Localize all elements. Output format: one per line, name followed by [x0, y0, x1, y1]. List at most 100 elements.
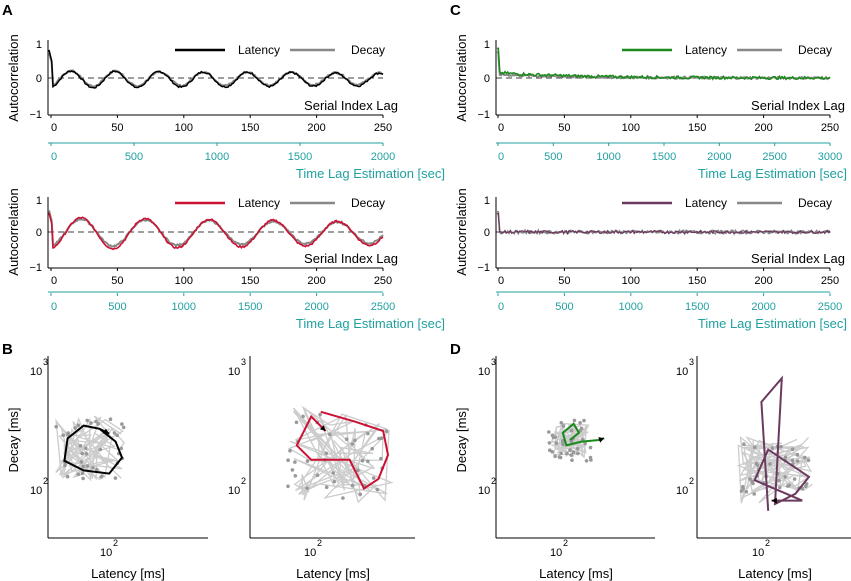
svg-text:2: 2	[765, 538, 770, 548]
a-top-secondary-ticks: 0 500 1000 1500 2000	[50, 143, 395, 163]
svg-text:2: 2	[241, 476, 246, 486]
scatter-point	[360, 458, 365, 463]
a-bottom-legend: Latency Decay	[175, 196, 385, 210]
b-right-ytick-top: 103	[228, 357, 246, 378]
c-bottom-ytick-neg1: −1	[477, 262, 490, 274]
scatter-point	[344, 437, 349, 442]
c-bottom-secondary-xlabel: Time Lag Estimation [sec]	[698, 316, 847, 331]
secondary-tick-label-4: 2000	[304, 301, 328, 313]
d-left-ytick-top: 103	[478, 357, 496, 378]
svg-text:10: 10	[228, 485, 240, 497]
scatter-point	[54, 424, 58, 429]
secondary-tick-label-0: 0	[51, 301, 57, 313]
scatter-point	[795, 452, 800, 457]
background-trajectory	[55, 418, 108, 477]
scatter-point	[100, 474, 104, 479]
d-left-xlabel: Latency [ms]	[539, 566, 613, 581]
a-bottom-ytick-neg1: −1	[29, 262, 42, 274]
scatter-point	[588, 445, 593, 450]
a-top-secondary-xlabel: Time Lag Estimation [sec]	[296, 166, 445, 181]
c-top-legend-decay-label: Decay	[798, 43, 832, 57]
scatter-point	[366, 431, 370, 436]
svg-text:10: 10	[752, 547, 764, 559]
c-top-ytick-neg1: −1	[477, 109, 490, 121]
scatter-point	[571, 450, 576, 455]
scatter-point	[353, 438, 357, 443]
scatter-point	[795, 459, 800, 463]
b-right-xlabel: Latency [ms]	[296, 566, 370, 581]
tick-label-4: 200	[754, 275, 772, 287]
tick-label-1: 50	[558, 275, 570, 287]
a-top-ytick-1: 1	[36, 39, 42, 51]
svg-text:2: 2	[563, 538, 568, 548]
secondary-tick-label-2: 1000	[205, 151, 229, 163]
chart-d-left: Decay [ms] 103 102 102 Latency [ms]	[454, 356, 655, 581]
scatter-point	[575, 446, 580, 451]
tick-label-2: 100	[175, 275, 193, 287]
b-left-ylabel: Decay [ms]	[6, 407, 21, 472]
mean-trajectory	[63, 424, 124, 475]
svg-text:10: 10	[228, 366, 240, 378]
scatter-point	[783, 475, 787, 479]
d-right-xlabel: Latency [ms]	[738, 566, 812, 581]
secondary-tick-label-1: 500	[108, 301, 126, 313]
a-bottom-xlabel: Serial Index Lag	[304, 251, 398, 266]
svg-text:10: 10	[550, 547, 562, 559]
c-top-legend: Latency Decay	[622, 43, 832, 57]
b-right-xtick: 102	[304, 538, 322, 559]
scatter-point	[561, 424, 566, 428]
scatter-point	[91, 466, 95, 470]
chart-b-left: Decay [ms] 103 102 102 Latency [ms]	[6, 356, 208, 581]
tick-label-5: 250	[821, 275, 839, 287]
scatter-point	[741, 484, 745, 489]
scatter-point	[783, 455, 788, 460]
scatter-point	[778, 485, 782, 490]
a-bottom-ylabel: Autocorrelation	[6, 188, 21, 275]
scatter-point	[66, 431, 70, 435]
tick-label-0: 0	[51, 122, 57, 134]
scatter-point	[779, 444, 783, 449]
tick-label-5: 250	[374, 275, 392, 287]
scatter-point	[332, 479, 337, 484]
background-trajectory	[58, 428, 110, 479]
secondary-tick-label-3: 1500	[238, 301, 262, 313]
scatter-point	[379, 456, 383, 461]
a-bottom-ytick-1: 1	[36, 195, 42, 207]
scatter-point	[787, 483, 791, 488]
b-left-plot	[54, 415, 126, 482]
scatter-point	[790, 447, 795, 452]
b-left-xtick: 102	[100, 538, 118, 559]
scatter-point	[84, 446, 88, 451]
tick-label-5: 250	[374, 122, 392, 134]
scatter-point	[120, 422, 124, 426]
scatter-point	[755, 463, 760, 468]
scatter-point	[115, 433, 119, 438]
scatter-point	[739, 489, 744, 493]
chart-b-right: 103 102 102 Latency [ms]	[228, 356, 415, 581]
d-right-ytick-top: 103	[676, 357, 694, 378]
scatter-point	[108, 417, 113, 422]
panel-letter-c: C	[450, 2, 461, 19]
scatter-point	[305, 486, 309, 491]
scatter-point	[580, 437, 585, 442]
svg-text:2: 2	[317, 538, 322, 548]
d-right-xtick: 102	[752, 538, 770, 559]
a-bottom-xticks: 0 50 100 150 200 250	[50, 268, 392, 287]
scatter-point	[293, 460, 297, 464]
svg-text:10: 10	[100, 547, 112, 559]
secondary-tick-label-3: 1500	[685, 301, 709, 313]
svg-text:10: 10	[676, 366, 688, 378]
svg-text:3: 3	[43, 357, 48, 367]
scatter-point	[80, 471, 85, 476]
tick-label-3: 150	[688, 122, 706, 134]
scatter-point	[559, 421, 564, 425]
secondary-tick-label-3: 1500	[288, 151, 312, 163]
scatter-point	[98, 447, 103, 452]
scatter-point	[356, 468, 360, 473]
scatter-point	[583, 441, 587, 446]
scatter-point	[305, 459, 310, 463]
scatter-point	[119, 446, 124, 451]
scatter-point	[301, 414, 305, 419]
secondary-tick-label-4: 2000	[751, 301, 775, 313]
svg-text:2: 2	[43, 476, 48, 486]
